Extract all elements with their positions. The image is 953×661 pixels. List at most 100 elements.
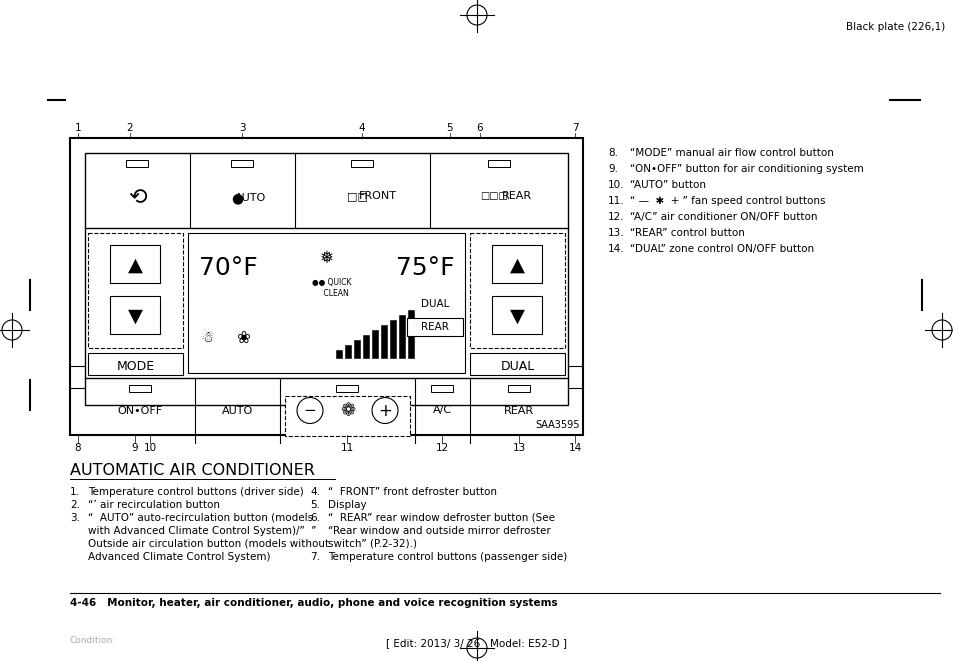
Text: Temperature control buttons (driver side): Temperature control buttons (driver side… — [88, 487, 303, 497]
Text: ●● QUICK
    CLEAN: ●● QUICK CLEAN — [312, 278, 351, 297]
Text: ⟲: ⟲ — [128, 188, 147, 208]
Bar — [88, 353, 183, 375]
Text: 7.: 7. — [310, 552, 319, 562]
Bar — [88, 233, 183, 348]
Text: DUAL: DUAL — [500, 360, 534, 373]
Text: ❁: ❁ — [339, 401, 355, 420]
Bar — [85, 153, 567, 405]
Text: “  FRONT” front defroster button: “ FRONT” front defroster button — [328, 487, 497, 497]
Bar — [129, 385, 151, 391]
Bar — [470, 353, 564, 375]
Text: 9.: 9. — [607, 164, 618, 174]
Text: 75°F: 75°F — [395, 256, 454, 280]
Text: 6: 6 — [476, 123, 483, 133]
Text: “ON•OFF” button for air conditioning system: “ON•OFF” button for air conditioning sys… — [629, 164, 862, 174]
Text: with Advanced Climate Control System)/”  ”: with Advanced Climate Control System)/” … — [88, 526, 316, 536]
Text: Outside air circulation button (models without: Outside air circulation button (models w… — [88, 539, 329, 549]
Text: 5.: 5. — [310, 500, 319, 510]
Bar — [363, 335, 369, 358]
Text: DUAL: DUAL — [420, 299, 449, 309]
Text: ▲: ▲ — [128, 256, 143, 275]
Bar — [345, 345, 351, 358]
Text: −: − — [303, 403, 316, 418]
Text: 12: 12 — [435, 443, 448, 453]
Text: 2.: 2. — [70, 500, 80, 510]
Text: 2: 2 — [127, 123, 133, 133]
Text: ▼: ▼ — [510, 306, 524, 325]
Text: 9: 9 — [132, 443, 138, 453]
Bar — [407, 318, 462, 336]
Bar — [381, 325, 387, 358]
Bar — [399, 315, 405, 358]
Text: FRONT: FRONT — [358, 191, 396, 201]
Text: AUTOMATIC AIR CONDITIONER: AUTOMATIC AIR CONDITIONER — [70, 463, 314, 478]
Text: 8.: 8. — [607, 148, 618, 158]
Text: ▼: ▼ — [128, 306, 143, 325]
Text: “REAR” control button: “REAR” control button — [629, 228, 744, 238]
Bar — [232, 159, 253, 167]
Text: AUTO: AUTO — [234, 193, 266, 203]
Bar — [507, 385, 530, 391]
Bar — [492, 245, 542, 283]
Text: “MODE” manual air flow control button: “MODE” manual air flow control button — [629, 148, 833, 158]
Text: “DUAL” zone control ON/OFF button: “DUAL” zone control ON/OFF button — [629, 244, 813, 254]
Bar — [390, 320, 396, 358]
Text: 14.: 14. — [607, 244, 624, 254]
Text: 7: 7 — [571, 123, 578, 133]
Text: 4-46   Monitor, heater, air conditioner, audio, phone and voice recognition syst: 4-46 Monitor, heater, air conditioner, a… — [70, 598, 558, 608]
Text: 4: 4 — [358, 123, 365, 133]
Text: “Rear window and outside mirror defroster: “Rear window and outside mirror defroste… — [328, 526, 550, 536]
Text: 13: 13 — [512, 443, 525, 453]
Text: “’ air recirculation button: “’ air recirculation button — [88, 500, 220, 510]
Text: “ —  ✱  + ” fan speed control buttons: “ — ✱ + ” fan speed control buttons — [629, 196, 824, 206]
Text: ●: ● — [232, 191, 243, 205]
Bar — [188, 233, 464, 373]
Text: □□: □□ — [347, 191, 368, 201]
Bar — [408, 310, 414, 358]
Text: Display: Display — [328, 500, 366, 510]
Text: 6.: 6. — [310, 513, 319, 523]
Text: REAR: REAR — [503, 405, 534, 416]
Text: 5: 5 — [446, 123, 453, 133]
Text: Black plate (226,1): Black plate (226,1) — [845, 22, 944, 32]
Bar — [285, 396, 410, 436]
Text: ❀: ❀ — [235, 329, 250, 347]
Text: 1.: 1. — [70, 487, 80, 497]
Bar — [470, 233, 564, 348]
Bar — [336, 385, 358, 391]
Text: 14: 14 — [568, 443, 581, 453]
Text: 10: 10 — [143, 443, 156, 453]
Text: 4.: 4. — [310, 487, 319, 497]
Bar — [431, 385, 453, 391]
Text: AUTO: AUTO — [222, 405, 253, 416]
Bar — [70, 138, 582, 435]
Text: switch” (P.2-32).): switch” (P.2-32).) — [328, 539, 416, 549]
Text: Condition:: Condition: — [70, 636, 116, 645]
Bar — [351, 159, 374, 167]
Text: “  AUTO” auto-recirculation button (models: “ AUTO” auto-recirculation button (model… — [88, 513, 313, 523]
Text: 10.: 10. — [607, 180, 624, 190]
Text: 12.: 12. — [607, 212, 624, 222]
Bar — [372, 330, 378, 358]
Bar — [127, 159, 149, 167]
Bar — [492, 296, 542, 334]
Text: 8: 8 — [74, 443, 81, 453]
Text: “A/C” air conditioner ON/OFF button: “A/C” air conditioner ON/OFF button — [629, 212, 817, 222]
Text: ☃: ☃ — [201, 330, 214, 346]
Text: 70°F: 70°F — [198, 256, 257, 280]
Text: 11.: 11. — [607, 196, 624, 206]
Text: ▲: ▲ — [510, 256, 524, 275]
Bar — [336, 350, 342, 358]
Text: A/C: A/C — [433, 405, 452, 416]
Text: “  REAR” rear window defroster button (See: “ REAR” rear window defroster button (Se… — [328, 513, 555, 523]
Text: 1: 1 — [74, 123, 81, 133]
Text: [ Edit: 2013/ 3/ 26   Model: E52-D ]: [ Edit: 2013/ 3/ 26 Model: E52-D ] — [386, 638, 567, 648]
Bar — [111, 245, 160, 283]
Text: +: + — [377, 401, 392, 420]
Text: Temperature control buttons (passenger side): Temperature control buttons (passenger s… — [328, 552, 567, 562]
Text: □□□: □□□ — [479, 191, 507, 201]
Text: “AUTO” button: “AUTO” button — [629, 180, 705, 190]
Bar — [111, 296, 160, 334]
Text: 11: 11 — [340, 443, 354, 453]
Text: SAA3595: SAA3595 — [535, 420, 579, 430]
